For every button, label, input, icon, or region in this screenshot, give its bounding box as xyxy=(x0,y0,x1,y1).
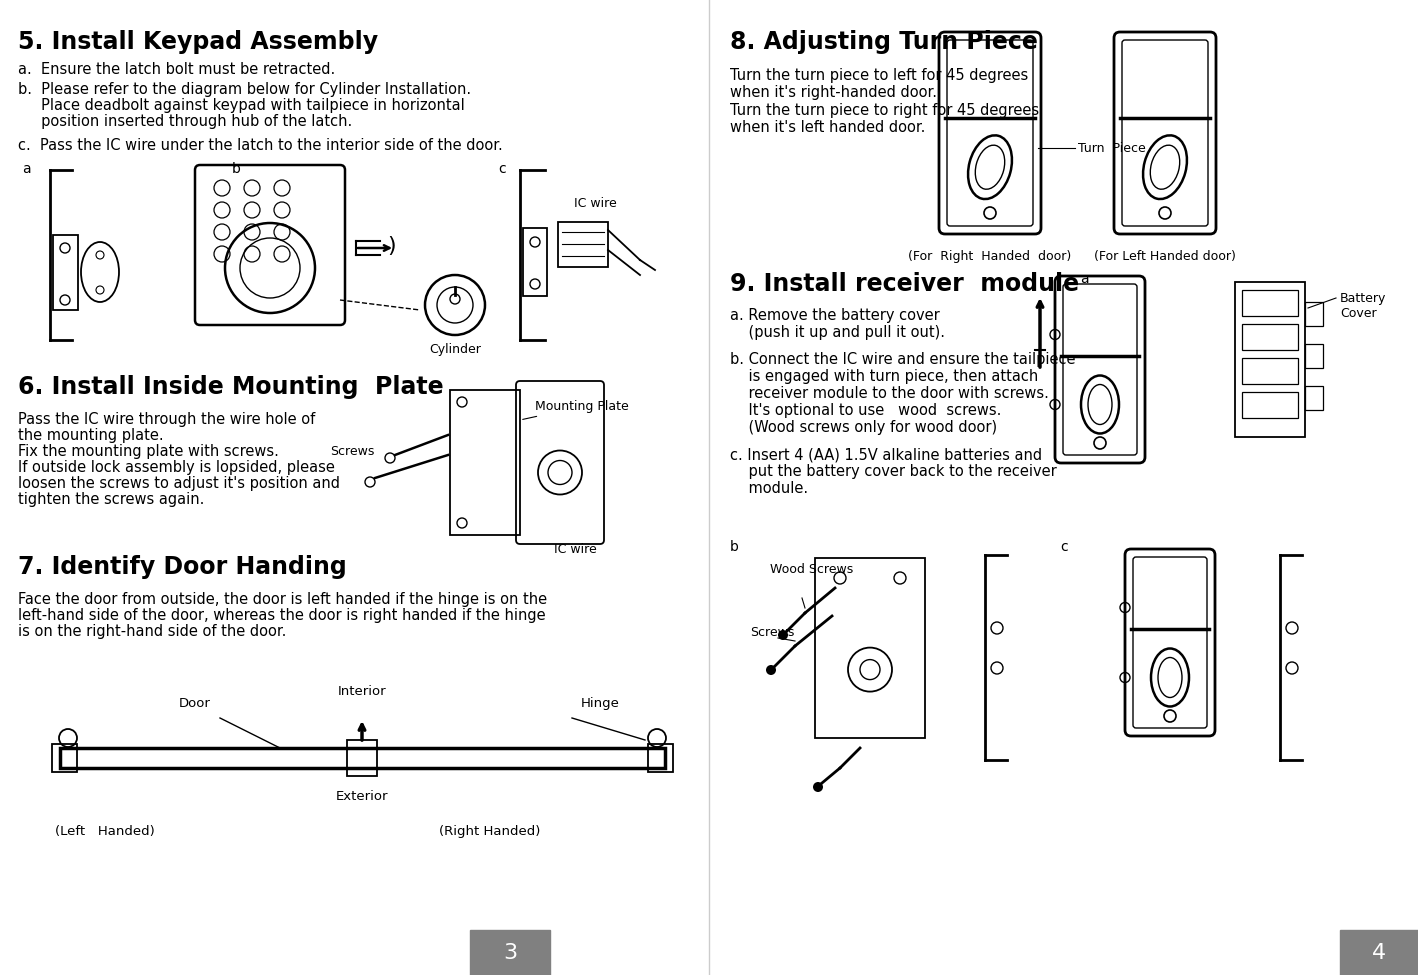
Text: Place deadbolt against keypad with tailpiece in horizontal: Place deadbolt against keypad with tailp… xyxy=(18,98,465,113)
Text: c.  Pass the IC wire under the latch to the interior side of the door.: c. Pass the IC wire under the latch to t… xyxy=(18,138,503,153)
Text: is on the right-hand side of the door.: is on the right-hand side of the door. xyxy=(18,624,286,639)
Bar xyxy=(523,228,547,296)
Text: left-hand side of the door, whereas the door is right handed if the hinge: left-hand side of the door, whereas the … xyxy=(18,608,546,623)
Text: a.  Ensure the latch bolt must be retracted.: a. Ensure the latch bolt must be retract… xyxy=(18,62,335,77)
Text: Fix the mounting plate with screws.: Fix the mounting plate with screws. xyxy=(18,444,279,459)
Text: It's optional to use   wood  screws.: It's optional to use wood screws. xyxy=(730,403,1001,418)
Circle shape xyxy=(778,630,788,640)
Text: b.  Please refer to the diagram below for Cylinder Installation.: b. Please refer to the diagram below for… xyxy=(18,82,471,97)
Text: 6. Install Inside Mounting  Plate: 6. Install Inside Mounting Plate xyxy=(18,375,444,399)
Text: a: a xyxy=(23,162,31,176)
Text: (Left   Handed): (Left Handed) xyxy=(55,825,155,838)
Bar xyxy=(1235,282,1305,437)
Text: (Wood screws only for wood door): (Wood screws only for wood door) xyxy=(730,420,997,435)
Bar xyxy=(1242,392,1297,418)
Text: 7. Identify Door Handing: 7. Identify Door Handing xyxy=(18,555,347,579)
Text: 3: 3 xyxy=(503,943,518,963)
Text: the mounting plate.: the mounting plate. xyxy=(18,428,163,443)
Bar xyxy=(1305,344,1323,368)
Text: IC wire: IC wire xyxy=(553,543,597,556)
Text: Interior: Interior xyxy=(337,685,386,698)
Bar xyxy=(1242,290,1297,316)
Text: Exterior: Exterior xyxy=(336,790,389,803)
Text: (Right Handed): (Right Handed) xyxy=(440,825,540,838)
Text: 8. Adjusting Turn Piece: 8. Adjusting Turn Piece xyxy=(730,30,1038,54)
Text: c. Insert 4 (AA) 1.5V alkaline batteries and: c. Insert 4 (AA) 1.5V alkaline batteries… xyxy=(730,447,1042,462)
Text: tighten the screws again.: tighten the screws again. xyxy=(18,492,204,507)
Text: loosen the screws to adjust it's position and: loosen the screws to adjust it's positio… xyxy=(18,476,340,491)
Bar xyxy=(450,390,520,535)
Text: b: b xyxy=(730,540,739,554)
Text: Cylinder: Cylinder xyxy=(430,343,481,356)
Text: If outside lock assembly is lopsided, please: If outside lock assembly is lopsided, pl… xyxy=(18,460,335,475)
Text: b: b xyxy=(233,162,241,176)
Bar xyxy=(1242,358,1297,384)
Text: Face the door from outside, the door is left handed if the hinge is on the: Face the door from outside, the door is … xyxy=(18,592,547,607)
Bar xyxy=(1340,930,1418,975)
Text: Door: Door xyxy=(179,697,211,710)
Bar xyxy=(52,744,77,772)
Text: (push it up and pull it out).: (push it up and pull it out). xyxy=(730,325,944,340)
Text: when it's left handed door.: when it's left handed door. xyxy=(730,120,926,135)
Text: Screws: Screws xyxy=(750,626,794,639)
Text: Mounting Plate: Mounting Plate xyxy=(523,400,628,419)
Text: Pass the IC wire through the wire hole of: Pass the IC wire through the wire hole o… xyxy=(18,412,315,427)
Text: Battery
Cover: Battery Cover xyxy=(1340,292,1387,320)
Text: 9. Install receiver  module: 9. Install receiver module xyxy=(730,272,1079,296)
Bar xyxy=(1305,302,1323,326)
Text: b. Connect the IC wire and ensure the tailpiece: b. Connect the IC wire and ensure the ta… xyxy=(730,352,1075,367)
Bar xyxy=(1305,386,1323,410)
Text: receiver module to the door with screws.: receiver module to the door with screws. xyxy=(730,386,1049,401)
Bar xyxy=(1242,324,1297,350)
Text: a: a xyxy=(1081,272,1089,286)
Text: position inserted through hub of the latch.: position inserted through hub of the lat… xyxy=(18,114,352,129)
Text: when it's right-handed door.: when it's right-handed door. xyxy=(730,85,937,100)
Text: (For  Right  Handed  door): (For Right Handed door) xyxy=(909,250,1072,263)
Text: c: c xyxy=(1061,540,1068,554)
Text: is engaged with turn piece, then attach: is engaged with turn piece, then attach xyxy=(730,369,1038,384)
Text: c: c xyxy=(498,162,506,176)
Bar xyxy=(52,235,78,310)
Text: Turn  Piece: Turn Piece xyxy=(1078,141,1146,154)
Text: 4: 4 xyxy=(1373,943,1385,963)
Text: ): ) xyxy=(387,236,396,256)
Text: (For Left Handed door): (For Left Handed door) xyxy=(1095,250,1236,263)
Bar xyxy=(559,222,608,267)
Bar xyxy=(815,558,925,738)
Text: Wood Screws: Wood Screws xyxy=(770,563,854,576)
Circle shape xyxy=(813,782,822,792)
Circle shape xyxy=(766,665,776,675)
Text: put the battery cover back to the receiver: put the battery cover back to the receiv… xyxy=(730,464,1056,479)
Text: Screws: Screws xyxy=(330,445,374,458)
Text: Turn the turn piece to left for 45 degrees: Turn the turn piece to left for 45 degre… xyxy=(730,68,1028,83)
Bar xyxy=(469,930,550,975)
Text: a. Remove the battery cover: a. Remove the battery cover xyxy=(730,308,940,323)
Text: Turn the turn piece to right for 45 degrees: Turn the turn piece to right for 45 degr… xyxy=(730,103,1039,118)
Text: module.: module. xyxy=(730,481,808,496)
Text: 5. Install Keypad Assembly: 5. Install Keypad Assembly xyxy=(18,30,379,54)
Bar xyxy=(648,744,674,772)
Bar xyxy=(347,740,377,776)
Text: Hinge: Hinge xyxy=(580,697,620,710)
Bar xyxy=(60,748,665,768)
Text: IC wire: IC wire xyxy=(574,197,617,210)
